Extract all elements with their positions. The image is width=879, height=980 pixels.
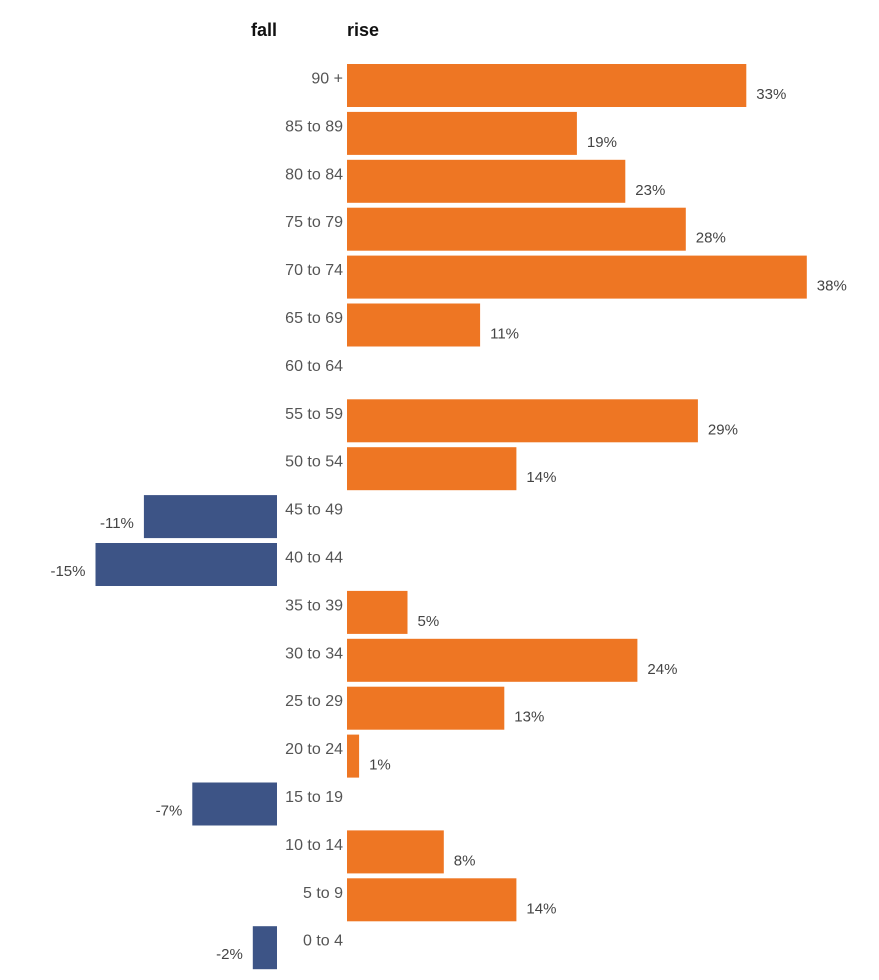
- rise-bar: [347, 111, 577, 155]
- value-label: 11%: [490, 326, 519, 343]
- bar-rows: 90 + 33% 85 to 89 19% 80 to 84 23% 75 to 79 28%…: [50, 64, 847, 970]
- header-rise: rise: [347, 20, 379, 40]
- value-label: 5%: [418, 613, 440, 630]
- category-label: 40 to 44: [285, 550, 343, 567]
- rise-bar: [347, 638, 638, 682]
- value-label: 33%: [756, 86, 786, 103]
- category-label: 30 to 34: [285, 645, 343, 662]
- value-label: 1%: [369, 757, 391, 774]
- value-label: 14%: [526, 469, 556, 486]
- category-label: 5 to 9: [303, 885, 343, 902]
- category-label: 75 to 79: [285, 214, 343, 231]
- value-label: 13%: [514, 709, 544, 726]
- category-label: 65 to 69: [285, 310, 343, 327]
- category-label: 70 to 74: [285, 262, 343, 279]
- fall-bar: [143, 495, 277, 539]
- category-label: 0 to 4: [303, 933, 343, 950]
- rise-bar: [347, 255, 807, 299]
- category-label: 50 to 54: [285, 454, 343, 471]
- category-label: 15 to 19: [285, 789, 343, 806]
- category-label: 35 to 39: [285, 597, 343, 614]
- category-label: 60 to 64: [285, 358, 343, 375]
- rise-bar: [347, 878, 517, 922]
- rise-bar: [347, 207, 686, 251]
- rise-bar: [347, 590, 408, 634]
- value-label: 24%: [647, 661, 677, 678]
- value-label: 23%: [635, 182, 665, 199]
- category-label: 85 to 89: [285, 118, 343, 135]
- value-label: 14%: [526, 900, 556, 917]
- rise-bar: [347, 447, 517, 491]
- fall-bar: [95, 543, 277, 586]
- category-label: 45 to 49: [285, 502, 343, 519]
- rise-bar: [347, 64, 747, 107]
- rise-bar: [347, 830, 444, 874]
- rise-bar: [347, 686, 505, 730]
- category-label: 90 +: [311, 71, 343, 88]
- rise-bar: [347, 303, 481, 347]
- header-fall: fall: [251, 20, 277, 40]
- fall-bar: [192, 782, 277, 826]
- value-label: 29%: [708, 421, 738, 438]
- value-label: 19%: [587, 134, 617, 151]
- value-label: -15%: [50, 563, 85, 580]
- rise-bar: [347, 159, 626, 203]
- rise-bar: [347, 399, 698, 443]
- value-label: -2%: [216, 946, 243, 963]
- category-label: 55 to 59: [285, 406, 343, 423]
- value-label: -7%: [156, 803, 183, 820]
- value-label: -11%: [100, 515, 134, 532]
- value-label: 28%: [696, 230, 726, 247]
- rise-bar: [347, 734, 360, 778]
- value-label: 38%: [817, 278, 847, 295]
- category-label: 20 to 24: [285, 741, 343, 758]
- fall-bar: [252, 926, 277, 970]
- category-label: 80 to 84: [285, 166, 343, 183]
- category-label: 10 to 14: [285, 837, 343, 854]
- category-label: 25 to 29: [285, 693, 343, 710]
- value-label: 8%: [454, 852, 476, 869]
